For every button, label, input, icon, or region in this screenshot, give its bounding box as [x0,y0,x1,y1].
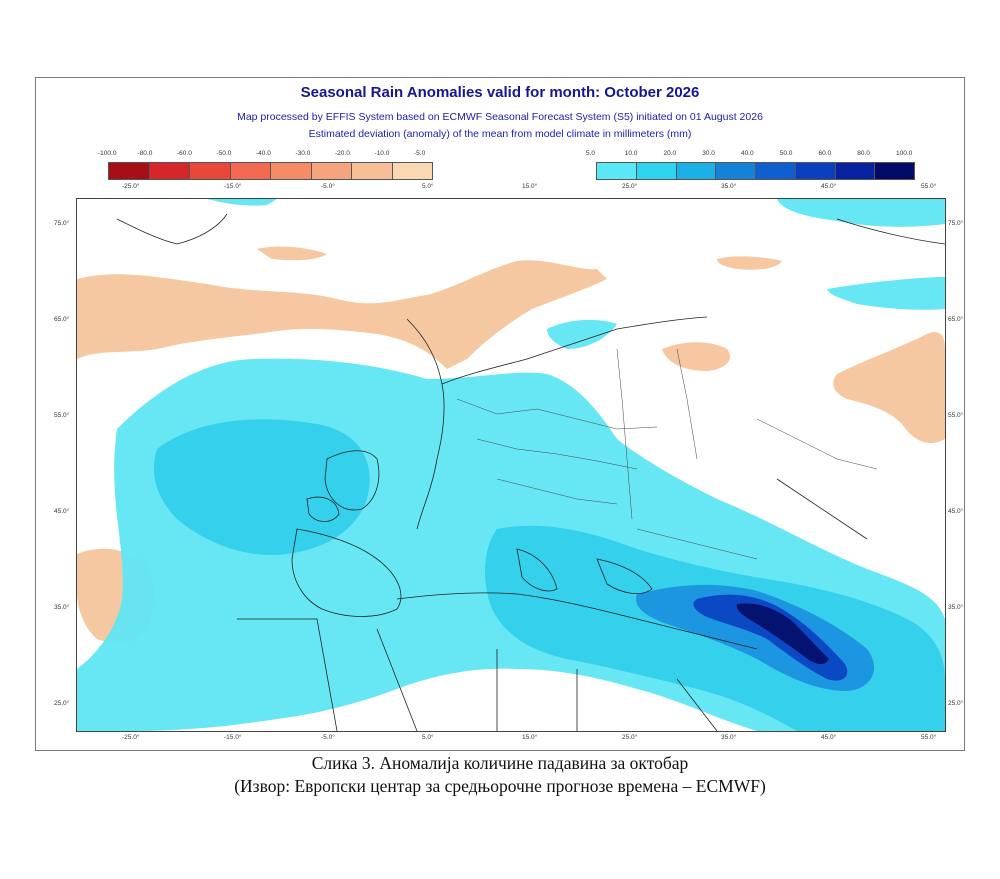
colorbar-tick-label: -5.0 [414,150,426,157]
lat-label-left: 65.0° [54,316,70,323]
lon-label-top: 15.0° [522,183,538,190]
colorbar-tick-label: -20.0 [335,150,350,157]
lon-label-bottom: 25.0° [622,734,638,741]
lon-label-bottom: 45.0° [821,734,837,741]
colorbar-tick-label: -50.0 [216,150,232,157]
lon-label-top: 25.0° [622,183,638,190]
colorbar-swatch [230,163,271,179]
colorbar-tick-label: -30.0 [295,150,311,157]
colorbar-negative [108,162,433,180]
colorbar-tick-label: 5.0 [586,150,596,157]
lon-label-bottom: -5.0° [321,734,335,741]
lon-label-bottom: 15.0° [522,734,538,741]
colorbar-tick-label: 100.0 [896,150,913,157]
colorbar-tick-label: 20.0 [663,150,677,157]
colorbar-tick-label: 30.0 [702,150,715,157]
rain-anomaly-map [76,198,946,732]
lat-label-left: 45.0° [54,508,70,515]
colorbar-swatch [835,163,876,179]
colorbar-tick-label: 80.0 [857,150,870,157]
lat-label-left: 25.0° [54,700,70,707]
colorbar-swatch [271,163,312,179]
colorbar-positive [596,162,915,180]
colorbar-tick-label: 10.0 [624,150,638,157]
figure-subtitle-1: Map processed by EFFIS System based on E… [237,111,763,123]
lon-label-top: 35.0° [721,183,737,190]
figure-subtitle-2: Estimated deviation (anomaly) of the mea… [308,128,692,140]
colorbar-swatch [875,163,914,179]
colorbar-swatch [109,163,150,179]
colorbar-swatch [756,163,796,179]
colorbar-swatch [352,163,393,179]
lon-label-top: -25.0° [122,183,140,190]
lon-label-top: 5.0° [422,183,434,190]
lat-label-left: 35.0° [54,604,70,611]
colorbar-tick-label: 60.0 [818,150,832,157]
lon-label-top: 45.0° [821,183,837,190]
lat-label-right: 55.0° [948,412,964,419]
colorbar-swatch [636,163,677,179]
lat-label-right: 35.0° [948,604,964,611]
colorbar-swatch [597,163,637,179]
map-graphic [77,199,945,731]
lat-label-right: 65.0° [948,316,964,323]
colorbar-swatch [795,163,836,179]
colorbar-swatch [392,163,432,179]
colorbar-tick-label: -100.0 [98,150,117,157]
lat-label-right: 45.0° [948,508,964,515]
lon-label-bottom: 35.0° [721,734,737,741]
lat-label-left: 55.0° [54,412,70,419]
lon-label-bottom: 55.0° [921,734,937,741]
country-border-lines [456,348,878,560]
colorbar-tick-label: -10.0 [374,150,390,157]
colorbar-swatch [149,163,190,179]
positive-anomaly-80 [736,603,829,665]
negative-anomaly-areas [77,246,945,644]
colorbar-tick-label: 50.0 [779,150,793,157]
lat-label-right: 25.0° [948,700,964,707]
figure-title: Seasonal Rain Anomalies valid for month:… [300,84,700,101]
caption-line-1: Слика 3. Аномалија количине падавина за … [311,753,689,773]
colorbar-tick-label: -80.0 [137,150,153,157]
lon-label-top: -15.0° [224,183,242,190]
lon-label-bottom: -15.0° [224,734,242,741]
colorbar-swatch [716,163,756,179]
lat-label-right: 75.0° [948,220,964,227]
colorbar-swatch [676,163,717,179]
coastline-lines [116,213,945,731]
caption-line-2: (Извор: Европски центар за средњорочне п… [234,776,766,796]
map-figure-frame: Seasonal Rain Anomalies valid for month:… [35,77,965,751]
lon-label-top: -5.0° [321,183,335,190]
lat-label-left: 75.0° [54,220,70,227]
colorbar-tick-label: -40.0 [256,150,271,157]
colorbar-tick-label: 40.0 [741,150,754,157]
lon-label-bottom: 5.0° [422,734,434,741]
colorbar-swatch [311,163,352,179]
lon-label-bottom: -25.0° [122,734,140,741]
colorbar-swatch [190,163,231,179]
colorbar-tick-label: -60.0 [177,150,192,157]
lon-label-top: 55.0° [921,183,937,190]
